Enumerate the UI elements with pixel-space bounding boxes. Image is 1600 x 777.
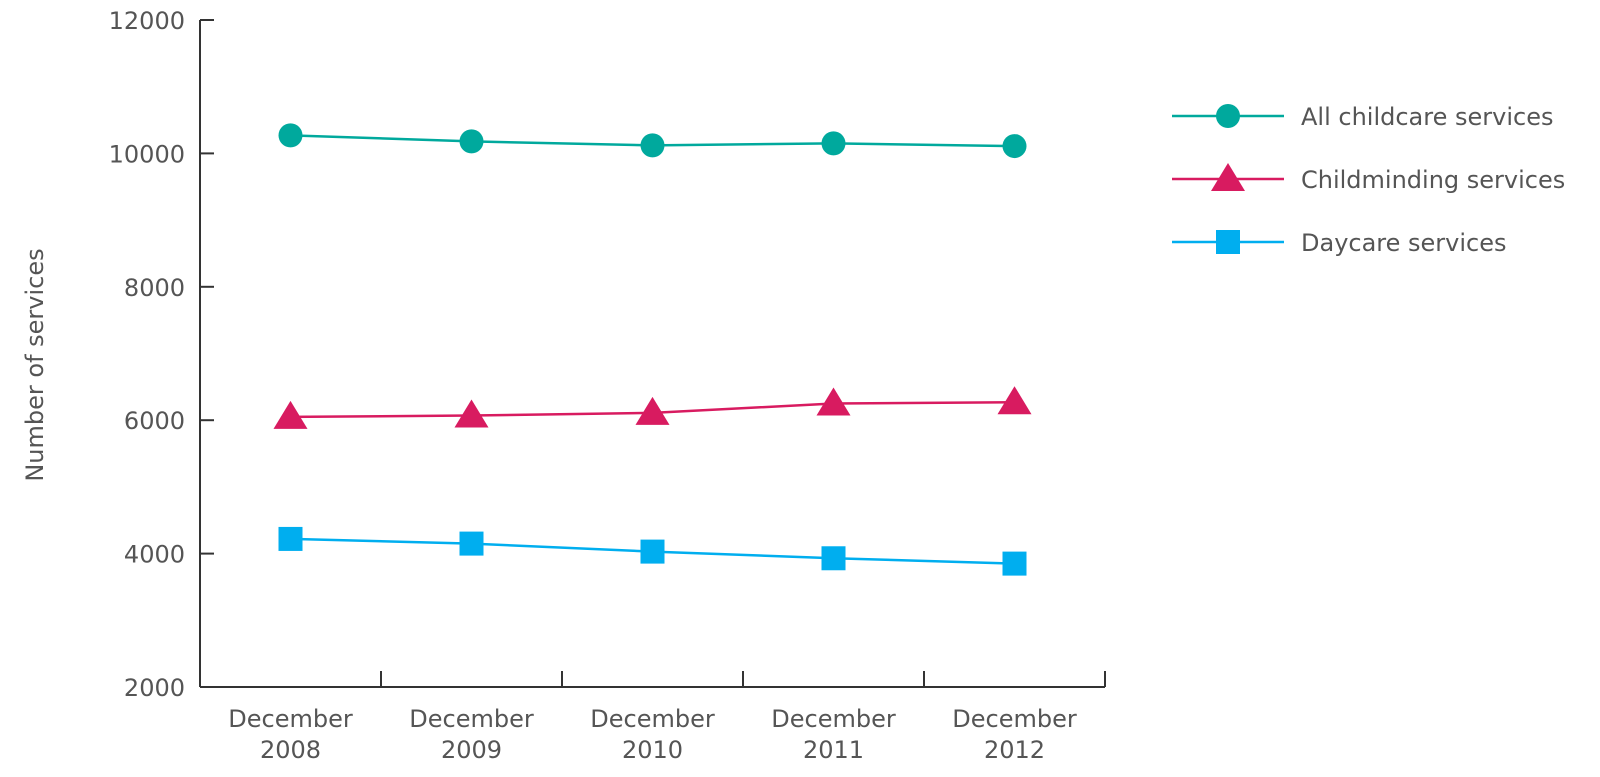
- data-point: [816, 387, 851, 416]
- legend-label: All childcare services: [1301, 103, 1553, 131]
- legend-item: Childminding services: [1172, 163, 1565, 194]
- x-tick-label-line: December: [771, 705, 896, 733]
- legend-marker: [1211, 163, 1245, 191]
- y-tick-label: 6000: [124, 407, 185, 435]
- y-tick-label: 4000: [124, 541, 185, 569]
- data-point: [1002, 134, 1027, 159]
- data-point: [1002, 551, 1027, 576]
- y-tick-labels: 2000 4000 6000 8000 10000 12000: [109, 7, 185, 702]
- axes: [199, 19, 1106, 688]
- x-tick-label-line: 2012: [984, 736, 1045, 764]
- data-point: [997, 386, 1032, 415]
- data-point: [278, 123, 303, 148]
- x-tick-label: December 2008: [228, 705, 353, 764]
- legend-item: Daycare services: [1172, 229, 1507, 257]
- data-point: [459, 531, 484, 556]
- legend: All childcare services Childminding servi…: [1172, 103, 1565, 257]
- data-point: [821, 546, 846, 571]
- x-tick-label: December 2009: [409, 705, 534, 764]
- data-point: [640, 539, 665, 564]
- data-point: [459, 129, 484, 154]
- data-point: [640, 133, 665, 158]
- data-point: [278, 526, 303, 551]
- legend-marker: [1216, 104, 1240, 128]
- x-tick-label-line: December: [228, 705, 353, 733]
- x-tick-label: December 2012: [952, 705, 1077, 764]
- y-axis-title: Number of services: [21, 248, 49, 481]
- x-tick-label-line: December: [409, 705, 534, 733]
- y-tick-label: 8000: [124, 274, 185, 302]
- series-0: [278, 123, 1027, 159]
- x-tick-label-line: December: [590, 705, 715, 733]
- data-point: [454, 399, 489, 428]
- data-point: [821, 131, 846, 156]
- series-2: [278, 526, 1027, 576]
- series-1: [273, 386, 1032, 429]
- data-point: [273, 400, 308, 429]
- y-tick-label: 12000: [109, 7, 185, 35]
- x-tick-label-line: 2009: [441, 736, 502, 764]
- x-tick-label: December 2010: [590, 705, 715, 764]
- x-tick-label-line: 2010: [622, 736, 683, 764]
- x-tick-label-line: 2008: [260, 736, 321, 764]
- data-point: [635, 396, 670, 425]
- legend-label: Daycare services: [1301, 229, 1507, 257]
- legend-item: All childcare services: [1172, 103, 1553, 131]
- legend-label: Childminding services: [1301, 166, 1565, 194]
- legend-marker: [1216, 230, 1240, 254]
- series-layer: [273, 123, 1032, 576]
- x-tick-label-line: 2011: [803, 736, 864, 764]
- x-tick-label: December 2011: [771, 705, 896, 764]
- y-tick-label: 10000: [109, 140, 185, 168]
- x-tick-label-line: December: [952, 705, 1077, 733]
- y-tick-label: 2000: [124, 674, 185, 702]
